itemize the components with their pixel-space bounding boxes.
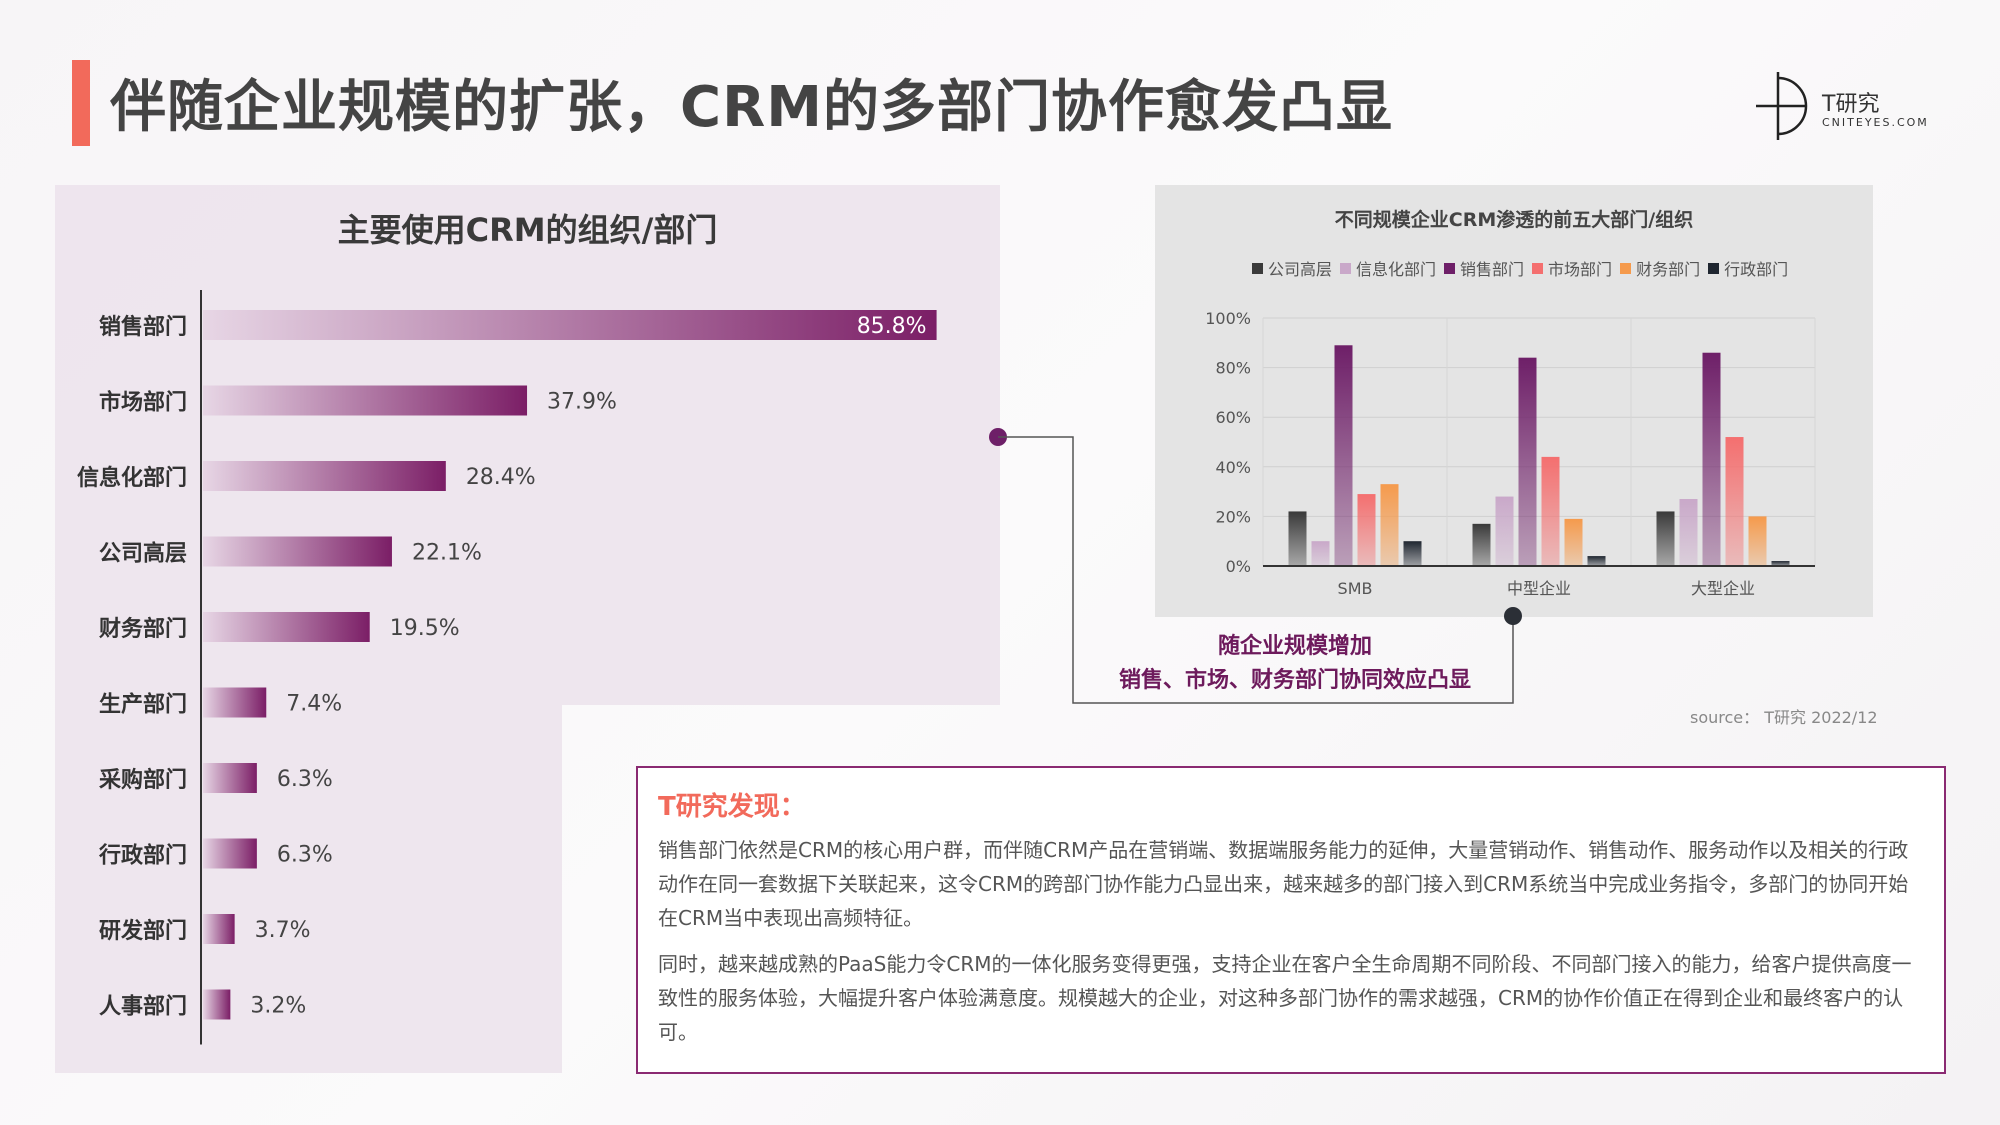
- finding-paragraph-2: 同时，越来越成熟的PaaS能力令CRM的一体化服务变得更强，支持企业在客户全生命…: [658, 952, 1912, 1044]
- vbar-bar: [1288, 511, 1307, 566]
- page-title: 伴随企业规模的扩张，CRM的多部门协作愈发凸显: [110, 75, 1393, 140]
- hbar-value-label: 3.7%: [255, 918, 311, 943]
- callout-line-2: 销售、市场、财务部门协同效应凸显: [1118, 668, 1471, 693]
- hbar-value-label: 22.1%: [412, 541, 482, 566]
- vbar-bar: [1311, 541, 1330, 566]
- hbar-bar: [203, 838, 257, 869]
- grouped-bar-chart: 0% 20% 40% 60% 80% 100% SMB 中型企业 大型企业: [1205, 309, 1816, 598]
- vbar-bar: [1518, 357, 1537, 566]
- hbar-bar: [203, 914, 235, 944]
- hbar-category-label: 财务部门: [99, 616, 187, 642]
- legend-item: 信息化部门: [1340, 256, 1436, 280]
- legend-item: 财务部门: [1620, 256, 1700, 280]
- hbar-bar: [203, 310, 937, 340]
- callout-text: 随企业规模增加 销售、市场、财务部门协同效应凸显: [1075, 630, 1515, 698]
- vbar-bar: [1495, 496, 1514, 566]
- vbar-bar: [1403, 541, 1422, 566]
- vbar-bar: [1334, 345, 1353, 566]
- logo-name: T研究: [1822, 92, 1880, 117]
- y-tick-label: 80%: [1215, 359, 1251, 378]
- y-tick-label: 60%: [1215, 408, 1251, 427]
- legend-swatch: [1444, 262, 1456, 274]
- legend-label: 信息化部门: [1356, 260, 1437, 279]
- brand-logo: T研究 CNITEYES.COM: [1752, 66, 1952, 146]
- legend-swatch: [1532, 262, 1544, 274]
- legend-label: 市场部门: [1548, 260, 1613, 279]
- hbar-category-label: 人事部门: [99, 994, 187, 1020]
- callout-line-1: 随企业规模增加: [1217, 634, 1372, 659]
- logo-domain: CNITEYES.COM: [1822, 116, 1929, 129]
- right-chart-legend: 公司高层 信息化部门 销售部门 市场部门 财务部门 行政部门: [1252, 256, 1796, 280]
- y-tick-label: 40%: [1215, 458, 1251, 477]
- connector-dot-dark: [1504, 607, 1522, 625]
- y-tick-label: 0%: [1226, 557, 1251, 576]
- hbar-category-label: 研发部门: [99, 918, 187, 944]
- legend-label: 行政部门: [1724, 260, 1789, 279]
- vbar-bar: [1771, 561, 1790, 566]
- hbar-value-label: 3.2%: [250, 994, 306, 1019]
- x-category-label: 中型企业: [1507, 579, 1571, 598]
- vbar-bar: [1380, 484, 1399, 566]
- vbar-bar: [1472, 523, 1491, 566]
- hbar-value-label: 7.4%: [286, 692, 342, 717]
- hbar-bar: [203, 989, 231, 1020]
- y-tick-label: 100%: [1205, 309, 1251, 328]
- hbar-bar: [203, 612, 370, 642]
- finding-paragraph-1: 销售部门依然是CRM的核心用户群，而伴随CRM产品在营销端、数据端服务能力的延伸…: [658, 838, 1909, 930]
- hbar-category-label: 采购部门: [99, 767, 187, 793]
- vbar-bar: [1725, 437, 1744, 566]
- vbar-bar: [1541, 456, 1560, 566]
- hbar-bar: [203, 385, 528, 416]
- vbar-bar: [1748, 516, 1767, 566]
- hbar-bar: [203, 536, 392, 567]
- vbar-bar: [1357, 494, 1376, 566]
- hbar-category-label: 销售部门: [99, 314, 187, 340]
- y-tick-label: 20%: [1215, 507, 1251, 526]
- hbar-category-label: 市场部门: [99, 390, 187, 416]
- hbar-value-label: 85.8%: [857, 314, 927, 339]
- legend-item: 公司高层: [1252, 256, 1332, 280]
- right-chart-title: 不同规模企业CRM渗透的前五大部门/组织: [1334, 209, 1694, 231]
- connector-line: [998, 436, 1514, 704]
- left-chart-title: 主要使用CRM的组织/部门: [337, 211, 718, 249]
- vbar-bar: [1656, 511, 1675, 566]
- hbar-bar: [203, 687, 267, 718]
- legend-swatch: [1708, 262, 1720, 274]
- hbar-category-label: 公司高层: [99, 541, 187, 567]
- hbar-category-label: 生产部门: [99, 692, 187, 718]
- hbar-value-label: 6.3%: [277, 843, 333, 868]
- hbar-bar: [203, 461, 446, 491]
- legend-label: 财务部门: [1636, 260, 1701, 279]
- legend-item: 销售部门: [1444, 256, 1524, 280]
- left-chart-panel-lower: [55, 705, 562, 1073]
- hbar-category-label: 行政部门: [98, 843, 187, 869]
- legend-swatch: [1620, 262, 1632, 274]
- hbar-bar: [203, 763, 257, 793]
- legend-item: 行政部门: [1708, 256, 1788, 280]
- vbar-bar: [1564, 518, 1583, 566]
- legend-label: 公司高层: [1268, 260, 1333, 279]
- horizontal-bar-chart: 销售部门 85.8% 市场部门 37.9% 信息化部门 28.4% 公司高层 22.1% 财务部…: [77, 290, 937, 1045]
- source-note: source： T研究 2022/12: [1690, 708, 1878, 727]
- crosshair-logo-icon: [1756, 72, 1808, 140]
- hbar-value-label: 6.3%: [277, 767, 333, 792]
- vbar-bar: [1679, 499, 1698, 566]
- x-category-label: 大型企业: [1691, 579, 1755, 598]
- legend-item: 市场部门: [1532, 256, 1612, 280]
- vbar-bar: [1587, 556, 1606, 566]
- title-accent-bar: [72, 60, 90, 146]
- hbar-value-label: 37.9%: [547, 390, 617, 415]
- legend-label: 销售部门: [1460, 260, 1525, 279]
- finding-title: T研究发现：: [658, 792, 806, 822]
- finding-box: T研究发现： 销售部门依然是CRM的核心用户群，而伴随CRM产品在营销端、数据端…: [636, 766, 1946, 1074]
- vbar-bar: [1702, 352, 1721, 566]
- hbar-value-label: 19.5%: [390, 616, 460, 641]
- x-category-label: SMB: [1338, 579, 1373, 598]
- hbar-category-label: 信息化部门: [77, 465, 187, 491]
- hbar-value-label: 28.4%: [466, 465, 536, 490]
- legend-swatch: [1252, 262, 1263, 274]
- legend-swatch: [1340, 262, 1352, 274]
